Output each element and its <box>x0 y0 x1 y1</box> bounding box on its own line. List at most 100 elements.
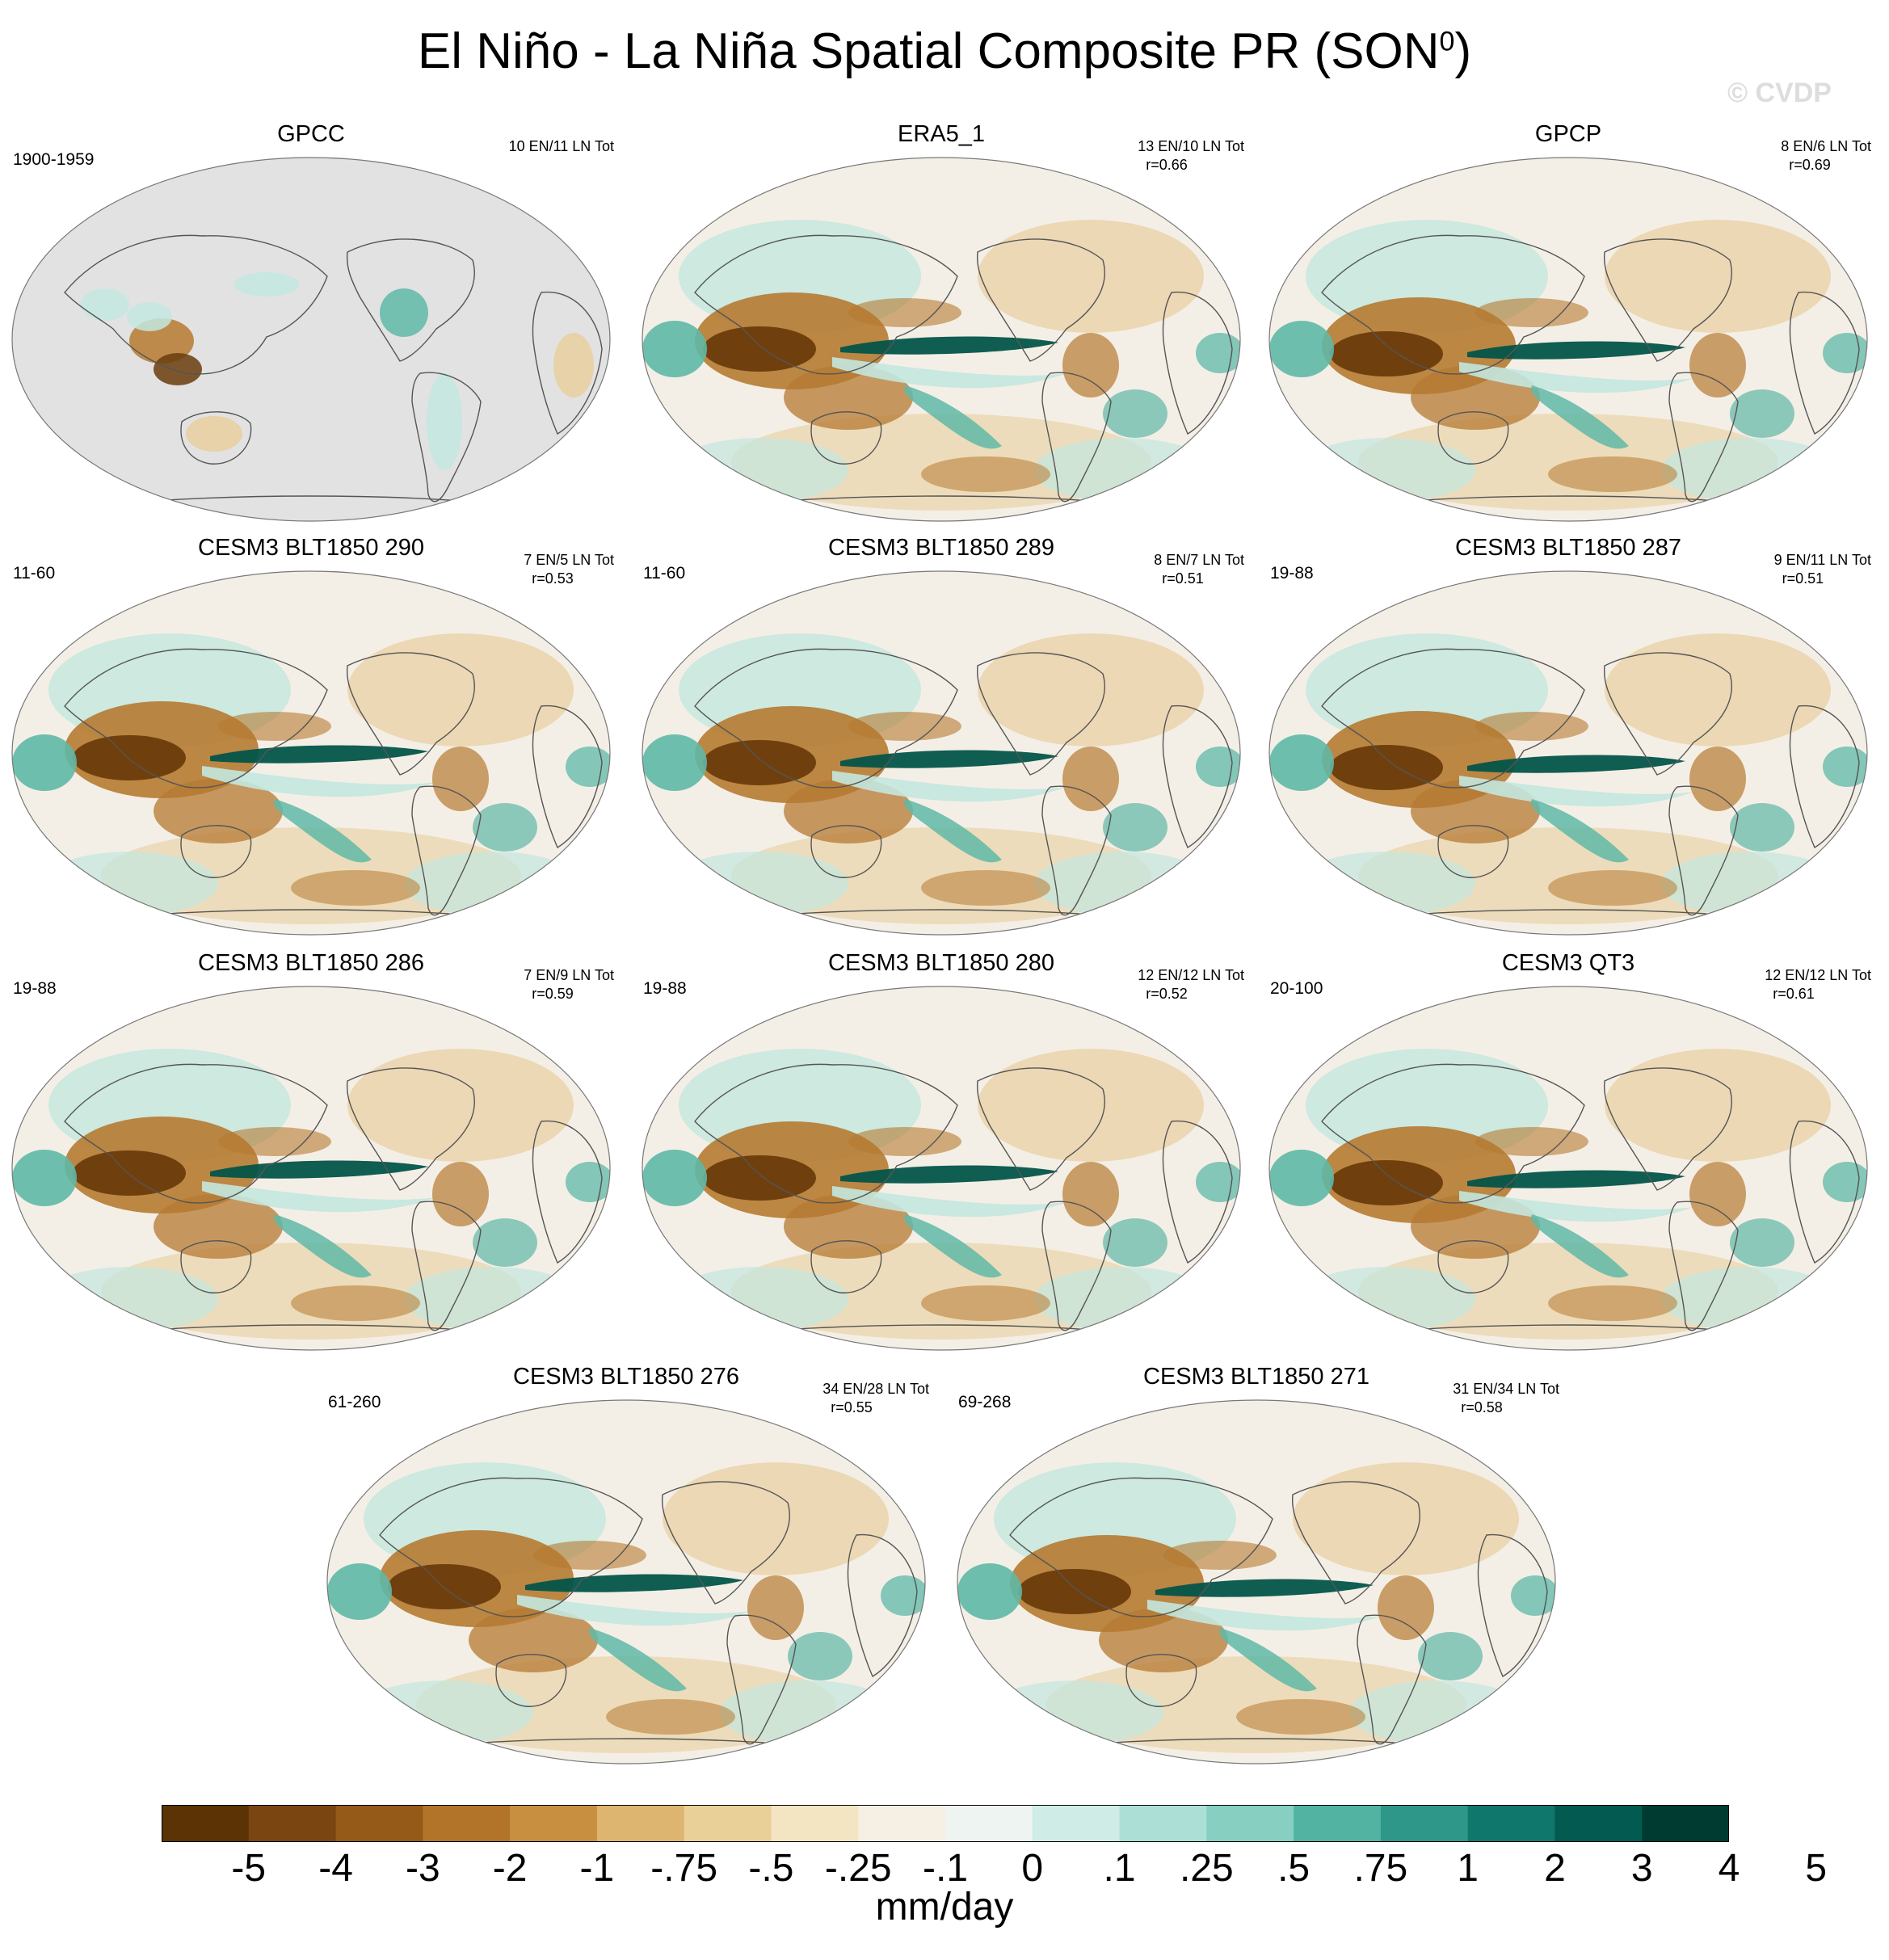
anomaly-region-6 <box>703 740 816 785</box>
map-border <box>642 570 1241 936</box>
anomaly-region-11 <box>1219 1628 1317 1692</box>
coastline-1 <box>810 411 882 465</box>
colorbar-segment <box>1555 1805 1643 1842</box>
anomaly-region-7 <box>784 779 913 843</box>
colorbar-tick-label: 1 <box>1457 1847 1479 1890</box>
anomaly-region-16 <box>1548 456 1677 492</box>
colorbar-tick-label: -.1 <box>922 1847 969 1890</box>
anomaly-region-15 <box>881 1575 925 1616</box>
cvdp-watermark: © CVDP <box>1727 78 1832 108</box>
anomaly-region-15 <box>1196 747 1240 787</box>
anomaly-region-3 <box>356 1680 533 1745</box>
panel-title: CESM3 BLT1850 289 <box>828 535 1054 561</box>
map-border <box>642 986 1241 1351</box>
anomaly-region-4 <box>1661 438 1839 503</box>
anomaly-region-12 <box>1475 712 1588 741</box>
robinson-map <box>1268 570 1868 936</box>
robinson-map <box>11 157 611 522</box>
panel-title: CESM3 BLT1850 280 <box>828 950 1054 976</box>
robinson-map <box>642 986 1241 1351</box>
anomaly-region-7 <box>784 1194 913 1259</box>
colorbar-tick-label: .25 <box>1179 1847 1234 1890</box>
panel-event-counts: 7 EN/9 LN Tot r=0.59 <box>524 967 614 1002</box>
anomaly-region-13 <box>1062 1162 1119 1226</box>
colorbar-segment <box>1032 1805 1121 1842</box>
map-panel: CESM3 BLT1850 290 11-60 7 EN/5 LN Tot r=0.… <box>8 535 614 947</box>
anomaly-region-12 <box>533 1541 646 1570</box>
anomaly-region-1 <box>978 633 1204 747</box>
coastline-0 <box>64 234 328 375</box>
anomaly-region-6 <box>73 1150 186 1196</box>
map-border <box>1268 986 1868 1351</box>
coastline-5 <box>153 495 461 502</box>
coastline-1 <box>1437 411 1509 465</box>
anomaly-region-14 <box>1730 803 1794 852</box>
anomaly-region-16 <box>921 870 1050 906</box>
coastline-2 <box>976 1067 1105 1191</box>
anomaly-region-13 <box>747 1575 804 1640</box>
coastline-2 <box>1603 652 1732 776</box>
anomaly-region-6 <box>703 1155 816 1201</box>
anomaly-patch-2 <box>127 302 172 331</box>
coastline-2 <box>1603 238 1732 362</box>
coastline-5 <box>1410 1324 1719 1331</box>
anomaly-region-3 <box>40 1267 218 1331</box>
anomaly-patch-4 <box>427 373 462 470</box>
colorbar-segment <box>858 1805 946 1842</box>
anomaly-region-9 <box>210 1160 428 1179</box>
panel-period: 19-88 <box>13 979 57 998</box>
anomaly-region-15 <box>566 1162 610 1202</box>
coastline-5 <box>153 909 461 915</box>
coastline-0 <box>1321 1063 1585 1204</box>
anomaly-region-15 <box>566 747 610 787</box>
anomaly-region-14 <box>1418 1632 1483 1680</box>
anomaly-region-8 <box>642 734 707 791</box>
anomaly-region-10 <box>832 357 1067 389</box>
coastline-2 <box>346 652 475 776</box>
anomaly-region-14 <box>788 1632 852 1680</box>
anomaly-region-8 <box>1269 734 1334 791</box>
colorbar-frame <box>162 1805 1729 1842</box>
coastline-5 <box>1410 495 1719 502</box>
colorbar-tick-label: -4 <box>318 1847 353 1890</box>
anomaly-region-13 <box>432 747 489 811</box>
coastline-4 <box>1789 291 1860 435</box>
anomaly-region-3 <box>1298 852 1475 916</box>
panel-title: CESM3 QT3 <box>1501 950 1635 976</box>
colorbar-tick-label: -1 <box>579 1847 615 1890</box>
anomaly-region-1 <box>347 1049 574 1162</box>
anomaly-region-9 <box>1467 755 1685 773</box>
panel-title: GPCP <box>1534 121 1602 147</box>
colorbar-tick-label: 0 <box>1021 1847 1044 1890</box>
anomaly-region-7 <box>784 365 913 430</box>
anomaly-region-6 <box>1018 1569 1131 1614</box>
anomaly-region-14 <box>1730 389 1794 438</box>
map-panel: CESM3 BLT1850 289 11-60 8 EN/7 LN Tot r=0.… <box>638 535 1244 947</box>
coastline-5 <box>783 495 1092 502</box>
coastline-1 <box>1437 825 1509 878</box>
anomaly-region-12 <box>1475 1127 1588 1156</box>
colorbar-tick-label: .75 <box>1353 1847 1408 1890</box>
anomaly-region-11 <box>1531 1214 1629 1278</box>
anomaly-region-11 <box>904 385 1002 449</box>
colorbar-segment <box>248 1805 337 1842</box>
anomaly-region-7 <box>1099 1608 1228 1672</box>
panel-event-counts: 13 EN/10 LN Tot r=0.66 <box>1138 138 1244 173</box>
anomaly-region-8 <box>327 1563 392 1620</box>
anomaly-region-15 <box>1823 333 1867 373</box>
map-panel: GPCP 8 EN/6 LN Tot r=0.69 <box>1265 121 1871 533</box>
colorbar-tick-label: 4 <box>1718 1847 1740 1890</box>
colorbar-segment <box>945 1805 1033 1842</box>
anomaly-region-1 <box>347 633 574 747</box>
coastline-2 <box>346 238 475 362</box>
coastline-0 <box>694 234 958 375</box>
anomaly-region-10 <box>832 1186 1067 1218</box>
panel-event-counts: 10 EN/11 LN Tot <box>508 138 614 154</box>
panel-title: CESM3 BLT1850 271 <box>1143 1364 1369 1390</box>
colorbar-tick-label: -.75 <box>650 1847 718 1890</box>
anomaly-region-6 <box>703 326 816 372</box>
colorbar-segment <box>596 1805 685 1842</box>
coastline-1 <box>810 1240 882 1293</box>
coastline-1 <box>1437 1240 1509 1293</box>
anomaly-region-4 <box>1661 1267 1839 1331</box>
